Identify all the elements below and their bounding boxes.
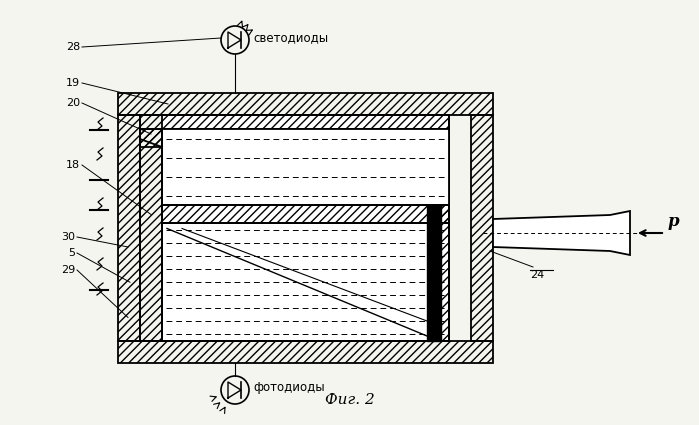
- Text: Фиг. 2: Фиг. 2: [325, 393, 375, 407]
- Text: 20: 20: [66, 98, 80, 108]
- Text: 5: 5: [68, 248, 75, 258]
- Text: 18: 18: [66, 160, 80, 170]
- Bar: [140, 129, 162, 341]
- Bar: [118, 93, 493, 115]
- Bar: [441, 205, 449, 341]
- Text: светодиоды: светодиоды: [253, 31, 328, 45]
- Bar: [471, 115, 493, 341]
- Bar: [162, 224, 449, 341]
- Text: фотодиоды: фотодиоды: [253, 382, 324, 394]
- Bar: [162, 129, 449, 205]
- Bar: [118, 341, 493, 363]
- Bar: [162, 205, 449, 224]
- Text: 30: 30: [61, 232, 75, 242]
- Bar: [162, 115, 449, 341]
- Bar: [162, 129, 449, 205]
- Bar: [427, 205, 441, 341]
- Bar: [118, 115, 140, 341]
- Bar: [140, 129, 162, 147]
- Text: 24: 24: [530, 270, 545, 280]
- Text: 19: 19: [66, 78, 80, 88]
- Text: 29: 29: [61, 265, 75, 275]
- Text: 28: 28: [66, 42, 80, 52]
- Text: p: p: [668, 213, 679, 230]
- Polygon shape: [493, 211, 630, 255]
- Bar: [140, 115, 449, 129]
